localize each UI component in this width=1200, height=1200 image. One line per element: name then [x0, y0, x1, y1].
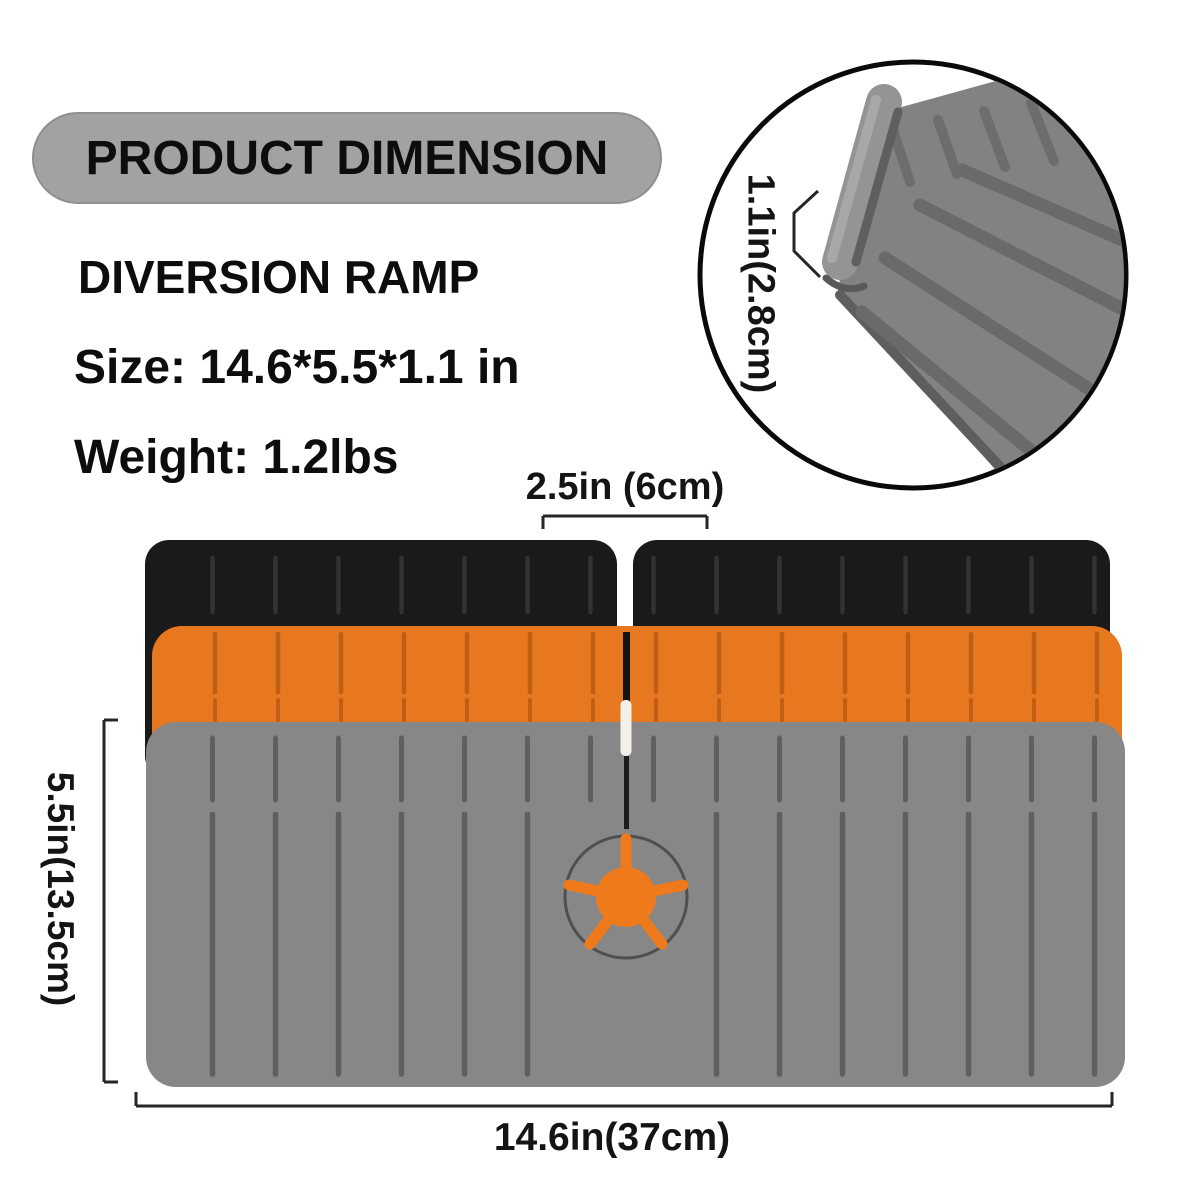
product-dimension-badge: PRODUCT DIMENSION [32, 112, 662, 204]
length-bracket [134, 1092, 1114, 1108]
black-mat-ribs [158, 552, 608, 620]
edge-height-label: 1.1in(2.8cm) [739, 173, 782, 394]
weight-spec: Weight: 1.2lbs [74, 431, 399, 484]
slot-width-bracket [541, 514, 709, 529]
mat-length-label: 14.6in(37cm) [493, 1116, 731, 1159]
mats-illustration [145, 540, 1125, 1087]
orange-mat-ticks [162, 698, 1107, 724]
gray-mat-grooves-top [160, 734, 1110, 806]
slot-width-label: 2.5in (6cm) [525, 466, 725, 508]
slot-highlight [620, 700, 632, 756]
badge-label: PRODUCT DIMENSION [85, 131, 609, 185]
size-spec: Size: 14.6*5.5*1.1 in [74, 341, 520, 394]
gray-mat-grooves-left [160, 812, 556, 1078]
faucet-hub [558, 829, 694, 965]
depth-bracket [102, 718, 118, 1084]
gray-mat-grooves-right [696, 812, 1112, 1078]
gray-mat [146, 700, 1125, 1087]
mat-depth-label: 5.5in(13.5cm) [40, 771, 81, 1007]
orange-mat-ribs [162, 630, 1107, 700]
black-mat-ribs [645, 552, 1100, 620]
inset-height-bracket [792, 189, 822, 279]
product-name: DIVERSION RAMP [78, 251, 480, 303]
